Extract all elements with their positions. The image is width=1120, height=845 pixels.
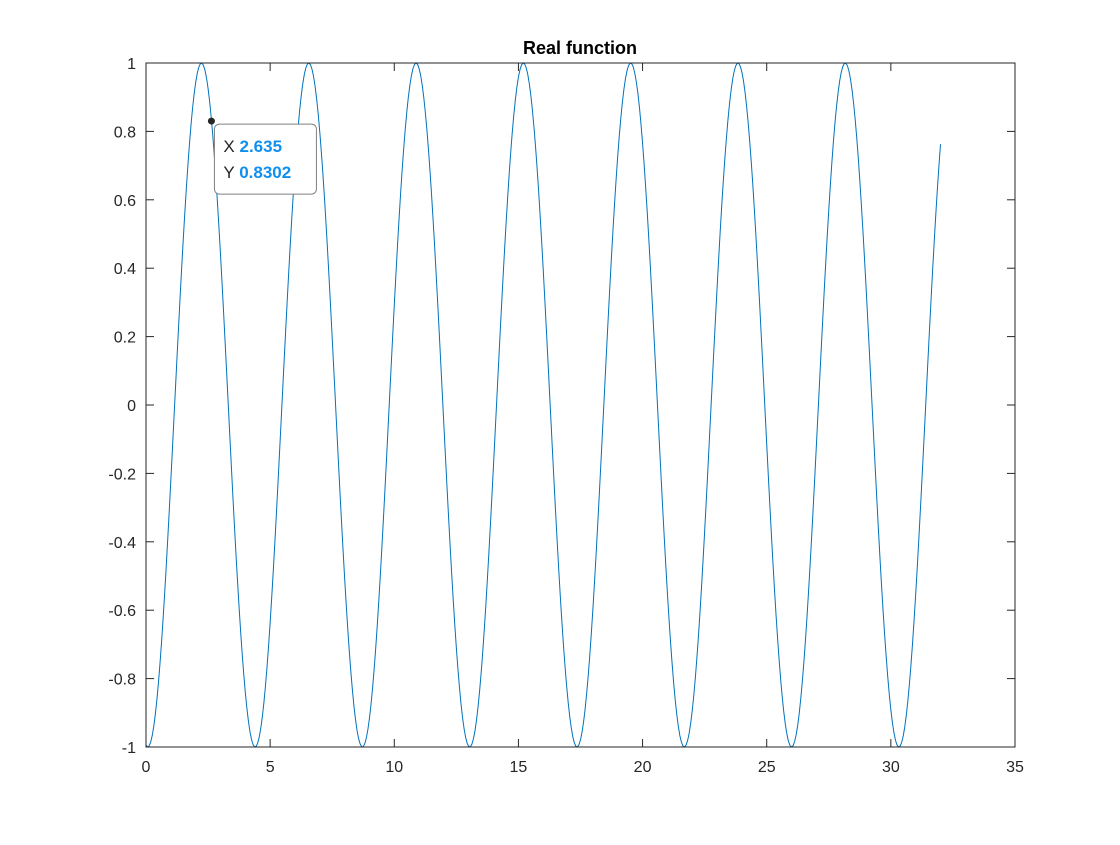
x-tick-label: 15 — [510, 759, 528, 776]
y-tick-label: 0 — [127, 398, 136, 415]
x-tick-label: 30 — [882, 759, 900, 776]
x-tick-label: 0 — [142, 759, 151, 776]
y-axis: -1 -0.8 -0.6 -0.4 -0.2 0 0.2 0.4 0.6 0.8 1 — [108, 56, 1015, 757]
x-tick-label: 35 — [1006, 759, 1024, 776]
series-layer — [145, 62, 942, 748]
y-tick-label: -0.8 — [108, 672, 136, 689]
x-tick-label: 20 — [634, 759, 652, 776]
datatip-box[interactable] — [213, 123, 317, 195]
datatip-x-value: 2.635 — [239, 137, 282, 156]
y-tick-label: 0.4 — [114, 261, 136, 278]
datatip-y-key: Y — [223, 163, 239, 182]
datatip-x-row: X 2.635 — [223, 137, 282, 156]
y-tick-label: 0.6 — [114, 193, 136, 210]
x-axis: 0 5 10 15 20 25 30 35 — [142, 63, 1024, 776]
x-tick-label: 5 — [266, 759, 275, 776]
x-tick-label: 10 — [385, 759, 403, 776]
y-tick-label: 1 — [127, 56, 136, 73]
y-tick-label: 0.2 — [114, 330, 136, 347]
y-tick-label: -0.4 — [108, 535, 136, 552]
chart-title: Real function — [523, 38, 637, 58]
datatip-x-key: X — [223, 137, 239, 156]
y-tick-label: -0.2 — [108, 466, 136, 483]
datatip-y-value: 0.8302 — [239, 163, 291, 182]
datatip-marker[interactable] — [207, 117, 215, 125]
y-tick-label: 0.8 — [114, 124, 136, 141]
x-tick-label: 25 — [758, 759, 776, 776]
datatip-y-row: Y 0.8302 — [223, 163, 291, 182]
series-line — [145, 62, 942, 748]
y-tick-label: -1 — [122, 740, 136, 757]
y-tick-label: -0.6 — [108, 603, 136, 620]
